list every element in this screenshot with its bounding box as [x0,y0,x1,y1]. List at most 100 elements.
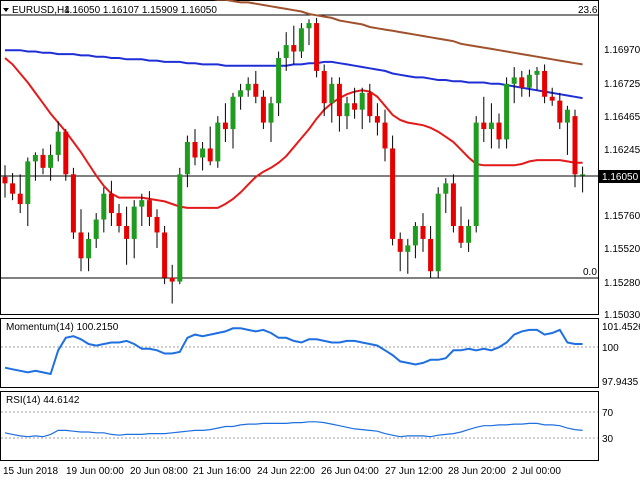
candle-body-bullish [276,57,282,104]
candle [420,213,426,252]
candle [253,70,259,104]
candle [542,64,548,104]
candle-body-bearish [390,148,396,239]
candle-body-bearish [154,216,160,233]
candle-body-bearish [382,122,388,149]
candle [192,129,198,166]
momentum-tick: 97.9435 [602,377,639,388]
momentum-line [4,327,583,376]
candle-body-bearish [420,225,426,239]
candle-body-bullish [131,206,137,239]
candle [321,64,327,117]
time-label: 24 Jun 22:00 [257,466,315,477]
candle [222,103,228,142]
candle [184,135,190,188]
candle-body-bearish [450,183,456,226]
candle-body-bullish [238,90,244,97]
candle [260,90,266,130]
candle [336,77,342,132]
ohlc-label: 1.16050 1.16107 1.15909 1.16050 [64,5,217,16]
rsi-panel-frame [0,391,599,461]
candle [359,87,365,130]
candle-body-bearish [397,238,403,252]
candle-body-bearish [481,122,487,130]
momentum-title: Momentum(14) 100.2150 [6,322,119,333]
candle-body-bearish [169,277,175,282]
candle [344,96,350,130]
candle-body-bearish [63,131,69,175]
candle-body-bullish [101,193,107,220]
candle-body-bullish [329,83,335,104]
time-label: 2 Jul 00:00 [512,466,561,477]
candle [25,157,31,226]
candle-body-bearish [542,70,548,97]
candle-body-bullish [86,238,92,259]
candle-body-bullish [488,122,494,130]
candle [458,206,464,248]
candle [504,77,510,149]
candle-body-bearish [162,232,168,278]
candle [10,173,16,201]
candle [200,141,206,171]
candle-body-bearish [496,122,502,140]
time-label: 19 Jun 00:00 [66,466,124,477]
candle [306,19,312,46]
candle-body-bearish [428,238,434,272]
candle [40,148,46,175]
candle [450,174,456,233]
candle-body-bullish [405,245,411,252]
candle [139,193,145,226]
candle-body-bullish [93,219,99,239]
main-panel-frame [0,0,599,315]
candle [549,87,555,106]
candle-body-bearish [352,103,358,110]
candle [564,105,570,155]
bottom-scale-label: 0.0 [583,267,597,278]
candle [466,219,472,252]
price-tick: 1.16970 [604,45,640,56]
candle [55,121,61,162]
price-axis: 1.16970 1.16725 1.16465 1.16245 1.15760 … [604,45,640,321]
candle [238,83,244,110]
candle-body-bearish [367,92,373,117]
candle-body-bullish [443,183,449,194]
rsi-tick: 70 [602,408,614,419]
candle-body-bearish [10,183,16,194]
candle-body-bearish [124,225,130,239]
candle-body-bullish [473,122,479,226]
candle-body-bullish [466,225,472,243]
candle [473,116,479,233]
candle [367,83,373,123]
candle-body-bearish [519,77,525,88]
candle-body-bearish [222,122,228,130]
candle [215,116,221,168]
candle-body-bullish [344,103,350,117]
price-tick: 1.16465 [604,112,640,123]
candle-body-bullish [177,174,183,282]
candle [230,92,236,149]
candle-body-bullish [504,83,510,140]
candle-body-bullish [534,70,540,75]
candle-body-bullish [268,103,274,123]
momentum-panel-frame [0,318,599,388]
candle [352,87,358,119]
candle [534,67,540,91]
candle [443,178,449,214]
candle-body-bullish [526,74,532,88]
candle [177,167,183,285]
time-label: 28 Jun 20:00 [448,466,506,477]
candle-body-bearish [260,96,266,123]
time-label: 27 Jun 12:00 [385,466,443,477]
down-triangle-icon [3,8,9,12]
time-axis: 15 Jun 2018 19 Jun 00:00 20 Jun 08:00 21… [3,466,561,477]
candle [268,96,274,142]
candle-body-bearish [321,70,327,104]
candle [329,77,335,123]
candle-body-bearish [146,200,152,217]
candle-body-bearish [192,141,198,158]
top-scale-label: 23.6 [578,5,598,16]
price-tick: 1.16725 [604,79,640,90]
momentum-tick: 100 [602,343,619,354]
